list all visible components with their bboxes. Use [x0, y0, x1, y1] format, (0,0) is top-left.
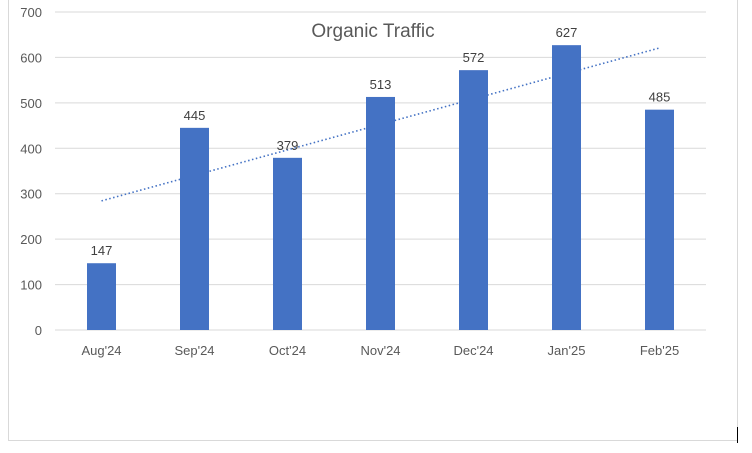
data-label: 513: [370, 77, 392, 92]
x-tick-label: Nov'24: [360, 343, 400, 358]
bar-2: [273, 157, 302, 330]
data-label: 627: [556, 25, 578, 40]
bar-5: [552, 45, 581, 331]
chart-frame: [8, 0, 738, 441]
y-tick-label: 0: [35, 323, 42, 338]
data-label: 445: [184, 108, 206, 123]
bar-4: [459, 70, 488, 331]
data-label: 147: [91, 243, 113, 258]
trendline: [101, 47, 660, 202]
text-cursor: [737, 427, 738, 443]
bar-3: [366, 96, 395, 330]
x-tick-label: Jan'25: [548, 343, 586, 358]
x-tick-label: Feb'25: [640, 343, 679, 358]
y-tick-label: 600: [20, 50, 42, 65]
y-tick-label: 300: [20, 187, 42, 202]
bar-6: [645, 109, 674, 331]
y-tick-label: 200: [20, 232, 42, 247]
x-tick-label: Oct'24: [269, 343, 306, 358]
y-tick-label: 100: [20, 278, 42, 293]
y-tick-label: 500: [20, 96, 42, 111]
y-tick-label: 400: [20, 141, 42, 156]
bar-1: [180, 127, 209, 330]
data-label: 572: [463, 50, 485, 65]
y-tick-label: 700: [20, 5, 42, 20]
x-tick-label: Dec'24: [453, 343, 493, 358]
chart-title: Organic Traffic: [311, 21, 434, 42]
data-label: 379: [277, 138, 299, 153]
x-tick-label: Aug'24: [81, 343, 121, 358]
x-tick-label: Sep'24: [174, 343, 214, 358]
data-label: 485: [649, 90, 671, 105]
bar-0: [87, 263, 116, 330]
